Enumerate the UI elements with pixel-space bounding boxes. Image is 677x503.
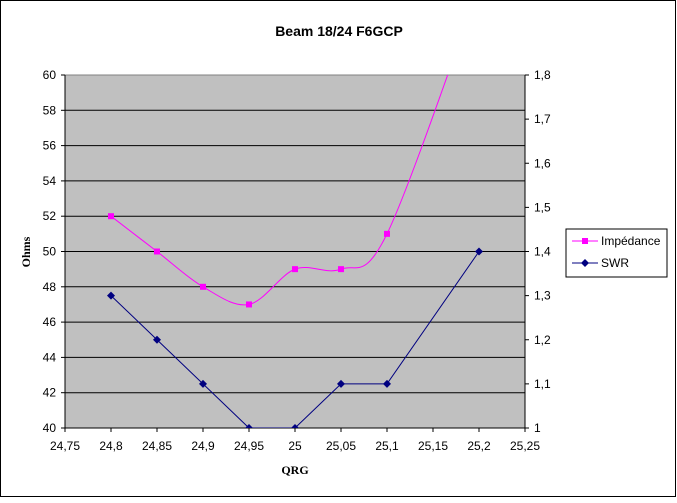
series-layer xyxy=(107,75,483,428)
x-tick-label: 25,05 xyxy=(326,439,356,453)
y-tick-label: 50 xyxy=(43,245,57,259)
x-tick-label: 24,8 xyxy=(99,439,123,453)
y2-tick-label: 1,3 xyxy=(534,289,551,303)
legend: Impédance SWR xyxy=(565,228,668,278)
y2-tick-label: 1,5 xyxy=(534,200,551,214)
legend-marker-impedance xyxy=(582,238,588,244)
chart-title: Beam 18/24 F6GCP xyxy=(275,23,403,39)
y2-tick-label: 1,7 xyxy=(534,112,551,126)
y-axis-title: Ohms xyxy=(19,236,33,267)
y2-tick-label: 1,2 xyxy=(534,333,551,347)
y-tick-label: 56 xyxy=(43,139,57,153)
x-tick-label: 25 xyxy=(288,439,302,453)
x-axis-title: QRG xyxy=(281,463,308,477)
y-tick-label: 42 xyxy=(43,386,57,400)
legend-label-swr: SWR xyxy=(601,256,629,270)
x-axis-ticks: 24,75 24,8 24,85 24,9 24,95 25 25,05 25,1 25,15 2… xyxy=(50,428,540,453)
y2-tick-label: 1,4 xyxy=(534,245,551,259)
y2-tick-label: 1,1 xyxy=(534,377,551,391)
data-point-swr xyxy=(475,247,483,256)
legend-box xyxy=(565,228,668,278)
y-tick-label: 52 xyxy=(43,209,57,223)
y-tick-label: 48 xyxy=(43,280,57,294)
y2-tick-label: 1,6 xyxy=(534,156,551,170)
y-tick-label: 60 xyxy=(43,68,57,82)
data-point-impedance xyxy=(246,301,252,308)
data-point-swr xyxy=(153,335,161,344)
series-line-swr xyxy=(110,251,480,428)
x-tick-label: 24,9 xyxy=(191,439,215,453)
x-tick-label: 25,1 xyxy=(375,439,399,453)
data-point-impedance xyxy=(384,230,390,237)
series-swr xyxy=(107,247,483,428)
data-point-swr xyxy=(245,424,253,428)
x-tick-label: 24,85 xyxy=(142,439,172,453)
x-tick-label: 24,95 xyxy=(234,439,264,453)
grid-lines xyxy=(65,109,525,394)
data-point-impedance xyxy=(154,248,160,255)
data-point-impedance xyxy=(292,266,298,273)
data-point-swr xyxy=(107,291,115,300)
x-tick-label: 25,2 xyxy=(467,439,491,453)
series-impedance xyxy=(108,75,449,308)
data-point-impedance xyxy=(108,213,114,220)
x-tick-label: 25,15 xyxy=(418,439,448,453)
y2-tick-label: 1 xyxy=(534,421,541,435)
y-tick-label: 40 xyxy=(43,421,57,435)
data-point-swr xyxy=(383,379,391,388)
data-point-impedance xyxy=(338,266,344,273)
x-tick-label: 25,25 xyxy=(510,439,540,453)
y2-tick-label: 1,8 xyxy=(534,68,551,82)
y2-axis-ticks: 1 1,1 1,2 1,3 1,4 1,5 1,6 1,7 1,8 xyxy=(525,68,551,435)
legend-marker-swr xyxy=(581,259,589,267)
data-point-impedance xyxy=(200,283,206,290)
data-point-swr xyxy=(291,424,299,428)
y-axis-ticks: 40 42 44 46 48 50 52 54 56 58 60 xyxy=(43,68,65,435)
y-tick-label: 54 xyxy=(43,174,57,188)
x-tick-label: 24,75 xyxy=(50,439,80,453)
legend-label-impedance: Impédance xyxy=(601,234,661,248)
y-tick-label: 44 xyxy=(43,350,57,364)
y-tick-label: 46 xyxy=(43,315,57,329)
data-point-swr xyxy=(337,379,345,388)
data-point-swr xyxy=(199,379,207,388)
y-tick-label: 58 xyxy=(43,103,57,117)
